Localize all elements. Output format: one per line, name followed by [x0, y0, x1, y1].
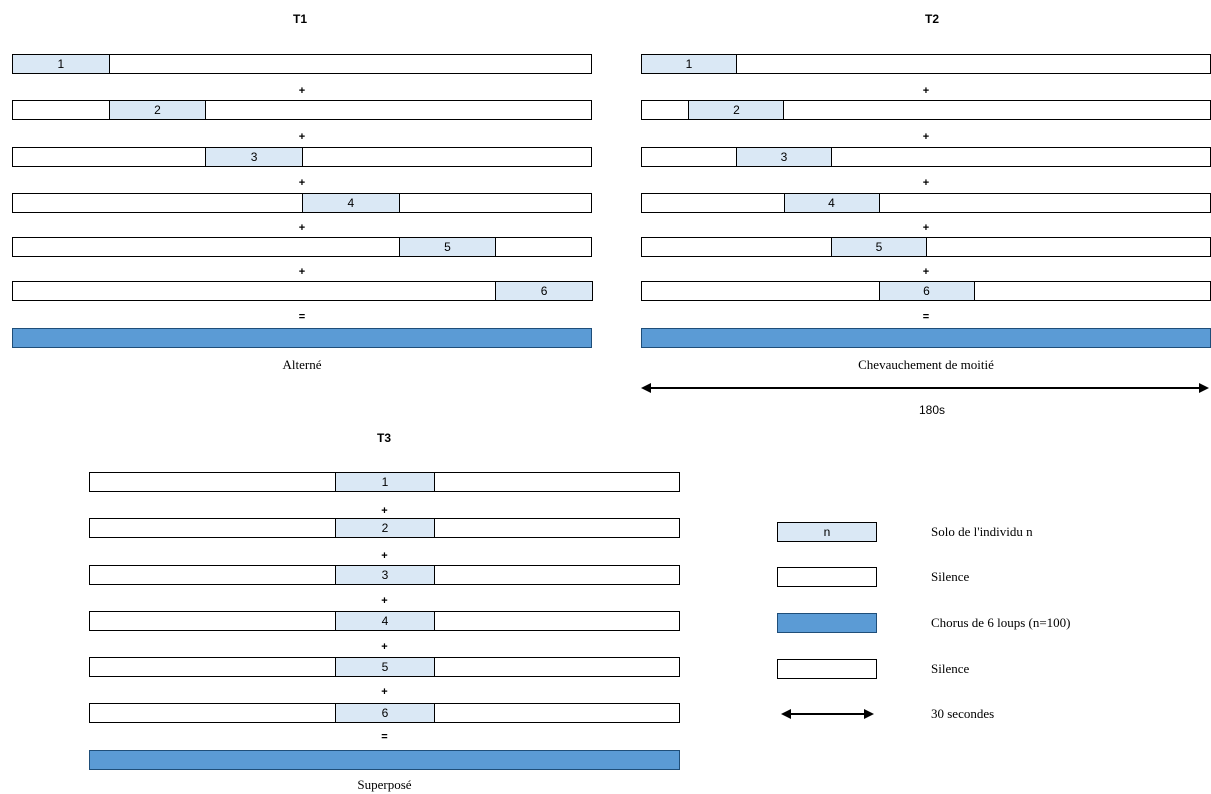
- t1-solo-1: 1: [12, 54, 110, 74]
- t1-silence-bar: 3: [12, 147, 592, 167]
- t2-solo-5: 5: [830, 237, 927, 257]
- t3-silence-bar: 3: [89, 565, 680, 585]
- t3-operator: +: [381, 595, 388, 607]
- t1-operator: +: [298, 222, 306, 234]
- legend-arrow-left-icon: [781, 709, 791, 719]
- t2-silence-bar: 5: [641, 237, 1211, 257]
- t2-operator: +: [922, 85, 930, 97]
- t2-solo-2: 2: [688, 100, 785, 120]
- t1-title: T1: [292, 12, 307, 26]
- t3-chorus-bar: [89, 750, 680, 770]
- duration-arrow-right-icon: [1199, 383, 1209, 393]
- t2-title: T2: [924, 12, 939, 26]
- t3-silence-bar: 2: [89, 518, 680, 538]
- t1-silence-bar: 6: [12, 281, 593, 301]
- t2-operator: +: [922, 177, 930, 189]
- legend-swatch-chorus: [777, 613, 877, 633]
- t2-solo-6: 6: [878, 281, 975, 301]
- t1-silence-bar: 1: [12, 54, 592, 74]
- legend-swatch-silence: [777, 659, 877, 679]
- t1-solo-4: 4: [302, 193, 400, 213]
- duration-arrow-left-icon: [641, 383, 651, 393]
- t1-silence-bar: 2: [12, 100, 592, 120]
- t3-solo-5: 5: [335, 657, 435, 677]
- t2-silence-bar: 1: [641, 54, 1211, 74]
- t1-caption: Alterné: [282, 357, 322, 372]
- t1-silence-bar: 5: [12, 237, 592, 257]
- t1-operator: +: [298, 177, 306, 189]
- t1-solo-3: 3: [205, 147, 303, 167]
- legend-arrow-right-icon: [864, 709, 874, 719]
- t1-operator: +: [298, 131, 306, 143]
- legend-text-solo: Solo de l'individu n: [931, 524, 1033, 539]
- t3-silence-bar: 1: [89, 472, 680, 492]
- t2-chorus-bar: [641, 328, 1211, 348]
- t1-solo-2: 2: [108, 100, 207, 120]
- legend-text-silence: Silence: [931, 661, 970, 676]
- t3-silence-bar: 6: [89, 703, 680, 723]
- t1-operator: =: [298, 311, 306, 323]
- legend-swatch-solo: n: [777, 522, 877, 542]
- t2-solo-4: 4: [783, 193, 880, 213]
- t2-operator: +: [922, 131, 930, 143]
- t2-solo-1: 1: [641, 54, 738, 74]
- t1-silence-bar: 4: [12, 193, 592, 213]
- legend-swatch-silence: [777, 567, 877, 587]
- t2-solo-3: 3: [736, 147, 833, 167]
- t3-silence-bar: 5: [89, 657, 680, 677]
- t1-solo-5: 5: [398, 237, 497, 257]
- legend-text-chorus: Chorus de 6 loups (n=100): [931, 615, 1071, 630]
- t1-chorus-bar: [12, 328, 592, 348]
- t3-solo-2: 2: [335, 518, 435, 538]
- t2-operator: +: [922, 266, 930, 278]
- t2-operator: +: [922, 222, 930, 234]
- duration-label: 180s: [918, 403, 946, 417]
- t3-operator: +: [381, 505, 388, 517]
- t3-operator: +: [381, 686, 388, 698]
- t3-solo-1: 1: [335, 472, 435, 492]
- t2-caption: Chevauchement de moitié: [858, 357, 994, 372]
- t2-operator: =: [922, 311, 930, 323]
- t2-silence-bar: 2: [641, 100, 1211, 120]
- t3-caption: Superposé: [357, 777, 412, 792]
- legend-arrow-line: [789, 713, 865, 715]
- legend-text-silence: Silence: [931, 569, 970, 584]
- t3-operator: +: [381, 550, 388, 562]
- t1-operator: +: [298, 266, 306, 278]
- t3-operator: =: [381, 731, 388, 743]
- t3-operator: +: [381, 641, 388, 653]
- t1-operator: +: [298, 85, 306, 97]
- t2-silence-bar: 4: [641, 193, 1211, 213]
- legend-text-arrow: 30 secondes: [931, 706, 995, 721]
- duration-arrow-line: [650, 387, 1200, 389]
- t2-silence-bar: 3: [641, 147, 1211, 167]
- t3-title: T3: [376, 431, 391, 445]
- t3-solo-4: 4: [335, 611, 435, 631]
- t3-silence-bar: 4: [89, 611, 680, 631]
- t1-solo-6: 6: [495, 281, 593, 301]
- t3-solo-3: 3: [335, 565, 435, 585]
- t3-solo-6: 6: [335, 703, 435, 723]
- t2-silence-bar: 6: [641, 281, 1211, 301]
